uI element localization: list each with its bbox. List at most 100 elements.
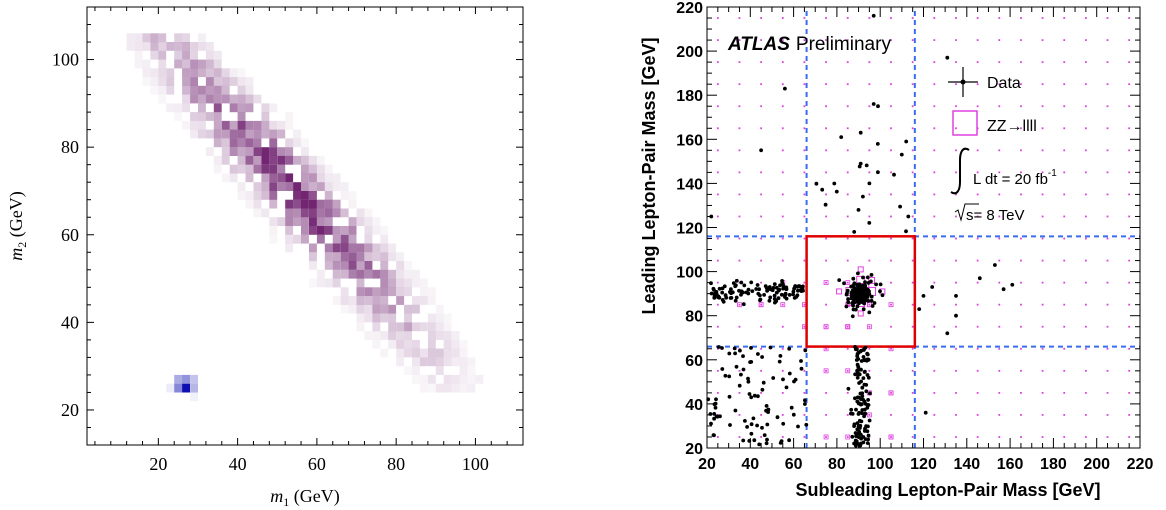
heatmap-cell <box>459 374 468 384</box>
heatmap-cell <box>443 313 452 323</box>
heatmap-cell <box>324 252 333 262</box>
heatmap-cell <box>396 331 405 340</box>
zz-grid-point <box>933 61 936 64</box>
zz-grid-point <box>890 83 892 86</box>
data-point <box>793 377 798 382</box>
zz-grid-point <box>1084 193 1087 196</box>
heatmap-cell <box>213 164 222 174</box>
zz-grid-point <box>781 171 784 174</box>
zz-grid-point <box>846 259 849 262</box>
data-point <box>860 394 865 398</box>
heatmap-cell <box>348 261 357 270</box>
zz-box <box>780 302 786 308</box>
zz-grid-point <box>1106 369 1109 372</box>
heatmap-cell <box>182 68 190 78</box>
heatmap-cell <box>372 331 381 340</box>
zz-grid-point <box>1128 237 1131 240</box>
zz-grid-point <box>760 193 763 196</box>
data-point <box>855 375 860 380</box>
heatmap-cell <box>443 339 452 349</box>
zz-grid-point <box>1020 127 1022 130</box>
data-point <box>892 172 896 177</box>
data-point <box>853 372 857 377</box>
heatmap-cell <box>245 129 254 139</box>
zz-grid-point <box>781 193 784 196</box>
heatmap-cell <box>182 59 190 69</box>
data-point <box>799 366 804 371</box>
scatter-frame <box>706 6 1141 449</box>
zz-grid-point <box>760 281 763 284</box>
zz-grid-point <box>976 325 979 328</box>
zz-grid-point <box>998 127 1001 130</box>
heatmap-cell <box>158 59 167 69</box>
data-point <box>739 292 743 297</box>
x-tick-label: 40 <box>229 454 247 474</box>
heatmap-cell <box>182 94 190 104</box>
heatmap-cell <box>261 208 270 218</box>
heatmap-cell <box>364 287 373 297</box>
zz-box <box>857 266 864 273</box>
heatmap-cell <box>293 234 301 244</box>
heatmap-cell <box>396 339 405 349</box>
y-tick-label: 220 <box>676 0 703 17</box>
zz-grid-point <box>738 193 741 196</box>
heatmap-cell <box>301 138 309 148</box>
zz-grid-point <box>955 215 957 218</box>
zz-grid-point <box>716 83 719 86</box>
data-point <box>756 352 760 356</box>
zz-grid-point <box>825 39 827 41</box>
data-point <box>745 425 749 429</box>
zz-grid-point <box>955 17 957 19</box>
data-point <box>755 423 759 428</box>
zz-grid-point <box>933 17 936 19</box>
heatmap-cell <box>443 322 452 332</box>
data-point <box>861 355 866 359</box>
zz-grid-point <box>976 193 979 196</box>
data-point <box>863 283 868 288</box>
zz-grid-point <box>716 171 719 174</box>
zz-grid-point <box>933 215 936 218</box>
heatmap-cell <box>356 313 365 323</box>
heatmap-cell <box>205 94 214 104</box>
heatmap-cell <box>332 261 341 270</box>
data-point <box>729 287 733 291</box>
data-point <box>867 181 872 186</box>
heatmap-cell <box>213 112 222 121</box>
heatmap-cell <box>467 357 476 367</box>
heatmap-cell <box>198 120 206 130</box>
x-tick-label: 140 <box>953 456 980 473</box>
zz-grid-point <box>1041 325 1044 328</box>
zz-grid-point <box>760 237 763 240</box>
data-point <box>945 55 950 60</box>
heatmap-cell <box>213 94 222 104</box>
data-point <box>845 291 849 296</box>
heatmap-cell <box>174 112 183 121</box>
data-point <box>844 304 849 309</box>
heatmap-cell <box>412 348 420 358</box>
heatmap-cell <box>237 129 246 139</box>
data-point <box>871 102 876 106</box>
heatmap-cell <box>427 313 436 323</box>
zz-grid-point <box>738 215 741 218</box>
zz-grid-point <box>825 391 827 394</box>
zz-grid-point <box>998 105 1001 108</box>
data-point <box>871 13 876 18</box>
zz-grid-point <box>976 259 979 262</box>
heatmap-cell <box>388 278 397 288</box>
data-point <box>862 301 867 306</box>
data-point <box>865 351 870 356</box>
data-point <box>863 280 867 284</box>
heatmap-cell <box>356 252 365 262</box>
heatmap-cell <box>213 77 222 86</box>
data-point <box>734 364 739 369</box>
heatmap-cell <box>142 77 151 86</box>
heatmap-cell <box>253 129 262 139</box>
zz-grid-point <box>1020 436 1022 438</box>
data-point <box>856 284 861 289</box>
data-point <box>759 148 763 153</box>
data-point <box>796 424 800 429</box>
heatmap-cell <box>380 331 389 340</box>
data-point <box>803 398 807 403</box>
zz-grid-point <box>868 414 871 416</box>
heatmap-cell <box>166 77 175 86</box>
